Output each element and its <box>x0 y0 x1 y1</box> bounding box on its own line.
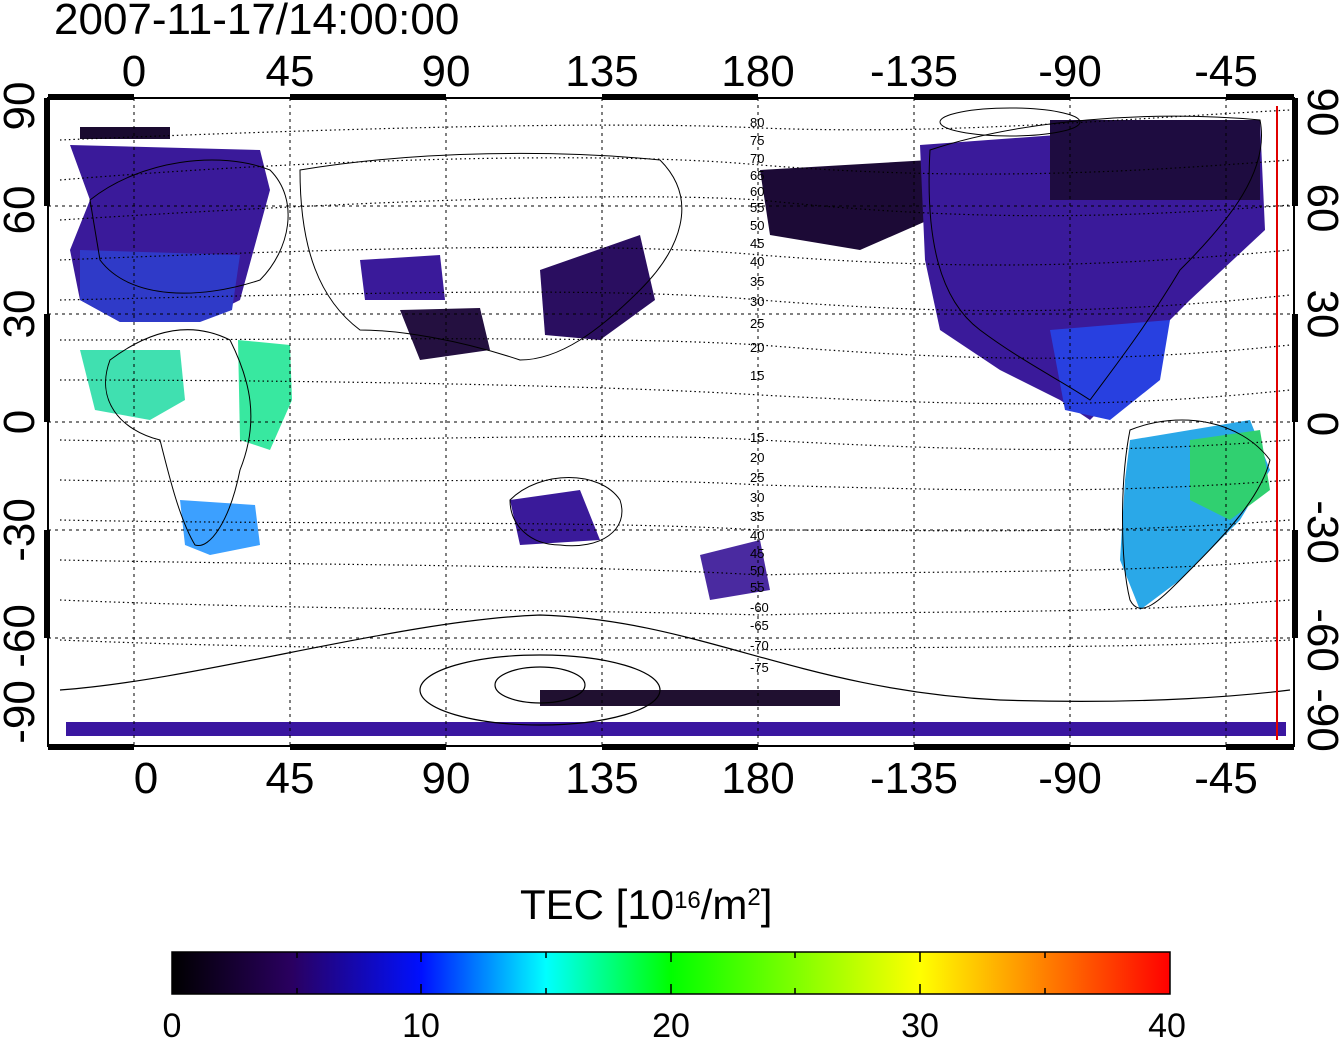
mlat-label: 65 <box>750 168 764 183</box>
bottom-x-tick: 90 <box>422 754 471 803</box>
colorbar-tick: 0 <box>162 1007 182 1045</box>
left-y-tick: 30 <box>0 290 44 339</box>
right-y-tick: -30 <box>1298 500 1342 564</box>
mlat-label: 60 <box>750 184 764 199</box>
colorbar-title-prefix: TEC [10 <box>520 881 675 928</box>
colorbar-tick: 40 <box>1148 1007 1186 1045</box>
mlat-label: 45 <box>750 546 764 561</box>
north-pacific-patch <box>760 160 940 250</box>
right-y-axis: 90 60 30 0 -30 -60 -90 <box>1298 88 1342 752</box>
colorbar-title-suffix: ] <box>760 881 773 928</box>
colorbar-tick: 20 <box>652 1007 690 1045</box>
top-x-tick: -90 <box>1038 47 1102 96</box>
coastlines <box>89 107 1271 609</box>
mlat-label: 45 <box>750 236 764 251</box>
mlat-label: -75 <box>750 660 769 675</box>
right-y-tick: 90 <box>1298 88 1342 137</box>
north-america-patch-low <box>1050 320 1170 420</box>
colorbar-tick: 10 <box>402 1007 440 1045</box>
bottom-x-tick: -45 <box>1194 754 1258 803</box>
bottom-x-tick: 45 <box>266 754 315 803</box>
colorbar-title-unit: /m <box>700 881 748 928</box>
mlat-label: -60 <box>750 600 769 615</box>
bottom-x-tick: -135 <box>870 754 958 803</box>
bottom-x-tick: 0 <box>134 754 158 803</box>
mlat-label: 55 <box>750 580 764 595</box>
bottom-x-tick: 180 <box>721 754 794 803</box>
top-x-tick: 135 <box>565 47 638 96</box>
left-y-tick: 0 <box>0 410 44 434</box>
mlat-label: 50 <box>750 218 764 233</box>
mlat-label: 15 <box>750 430 764 445</box>
asia-patch <box>400 308 490 360</box>
mlat-label: 70 <box>750 151 764 166</box>
mlat-label: 30 <box>750 294 764 309</box>
top-x-tick: 0 <box>122 47 146 96</box>
top-x-tick: -135 <box>870 47 958 96</box>
mlat-label: 55 <box>750 200 764 215</box>
asia-patch-2 <box>360 255 445 300</box>
antarctic-band <box>66 722 1286 736</box>
bottom-x-tick: -90 <box>1038 754 1102 803</box>
top-x-tick: 45 <box>266 47 315 96</box>
grid <box>48 98 1294 746</box>
left-y-tick: 60 <box>0 186 44 235</box>
colorbar-title: TEC [1016/m2] <box>520 880 772 937</box>
mlat-label: -70 <box>750 638 769 653</box>
mlat-label: 15 <box>750 368 764 383</box>
top-x-axis: 0 45 90 135 180 -135 -90 -45 <box>122 47 1258 96</box>
right-y-tick: 0 <box>1298 412 1342 436</box>
tec-patches <box>66 120 1286 736</box>
colorbar-title-exponent2: 2 <box>747 884 761 911</box>
right-y-tick: 60 <box>1298 184 1342 233</box>
mlat-label: 35 <box>750 274 764 289</box>
left-y-tick: -90 <box>0 680 44 744</box>
australia-patch <box>510 490 600 545</box>
antarctic-strip <box>540 690 840 706</box>
arctic-patch <box>80 127 170 139</box>
africa-patch-north <box>80 350 185 420</box>
mlat-label: 25 <box>750 316 764 331</box>
mlat-label: 50 <box>750 563 764 578</box>
top-x-tick: -45 <box>1194 47 1258 96</box>
bottom-x-tick: 135 <box>565 754 638 803</box>
europe-patch-low <box>80 250 240 322</box>
right-y-tick: 30 <box>1298 290 1342 339</box>
canada-patch <box>1050 120 1260 200</box>
mlat-label: -65 <box>750 618 769 633</box>
mlat-label: 35 <box>750 509 764 524</box>
mlat-label: 25 <box>750 470 764 485</box>
south-mag-contours <box>59 614 1291 726</box>
mlat-label: 75 <box>750 133 764 148</box>
axis-bars <box>44 94 1298 750</box>
top-x-tick: 180 <box>721 47 794 96</box>
south-america-patch-green <box>1190 430 1270 520</box>
mlat-label: 30 <box>750 490 764 505</box>
colorbar-minor-ticks <box>296 952 1046 994</box>
mlat-label: 20 <box>750 340 764 355</box>
bottom-x-axis: 0 45 90 135 180 -135 -90 -45 <box>134 754 1258 803</box>
south-mlat-labels: 15 20 25 30 35 40 45 50 55 -60 -65 -70 -… <box>750 430 769 675</box>
left-y-tick: -30 <box>0 498 44 562</box>
north-mlat-labels: 80 75 70 65 60 55 50 45 40 35 30 25 20 1… <box>750 115 764 383</box>
top-x-tick: 90 <box>422 47 471 96</box>
colorbar-tick: 30 <box>901 1007 939 1045</box>
map-title: 2007-11-17/14:00:00 <box>54 0 460 44</box>
mlat-label: 80 <box>750 115 764 130</box>
new-zealand-patch <box>700 540 770 600</box>
mlat-label: 40 <box>750 528 764 543</box>
right-y-tick: -60 <box>1298 608 1342 672</box>
left-y-tick: 90 <box>0 82 44 131</box>
colorbar-title-exponent: 16 <box>674 887 701 914</box>
right-y-tick: -90 <box>1298 688 1342 752</box>
mlat-label: 20 <box>750 450 764 465</box>
left-y-tick: -60 <box>0 604 44 668</box>
left-y-axis: 90 60 30 0 -30 -60 -90 <box>0 82 44 744</box>
mlat-label: 40 <box>750 254 764 269</box>
